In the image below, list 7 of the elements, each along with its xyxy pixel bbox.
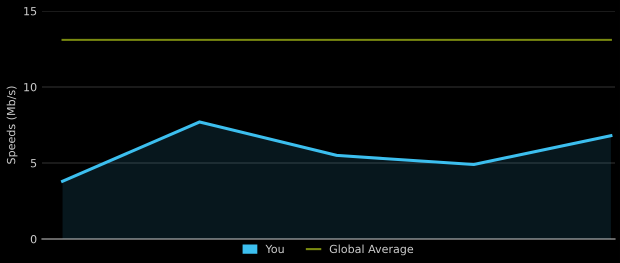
y-axis-title: Speeds (Mb/s)	[6, 86, 18, 164]
y-tick-label: 5	[30, 159, 36, 168]
legend-label: Global Average	[330, 244, 414, 256]
legend-label: You	[265, 244, 284, 254]
y-tick-label: 15	[24, 7, 36, 16]
y-tick-label: 0	[30, 234, 36, 244]
y-tick-label: 10	[24, 82, 36, 92]
